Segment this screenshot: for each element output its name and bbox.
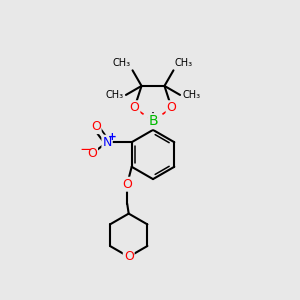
Text: CH₃: CH₃ (182, 90, 201, 100)
Text: B: B (148, 114, 158, 128)
Text: −: − (79, 142, 92, 157)
Text: O: O (122, 178, 132, 191)
Text: O: O (87, 147, 97, 160)
Text: O: O (124, 250, 134, 263)
Text: O: O (91, 120, 100, 133)
Text: +: + (108, 132, 117, 142)
Text: N: N (102, 136, 112, 149)
Text: CH₃: CH₃ (105, 90, 124, 100)
Text: CH₃: CH₃ (175, 58, 193, 68)
Text: O: O (167, 101, 176, 114)
Text: O: O (130, 101, 140, 114)
Text: CH₃: CH₃ (113, 58, 131, 68)
